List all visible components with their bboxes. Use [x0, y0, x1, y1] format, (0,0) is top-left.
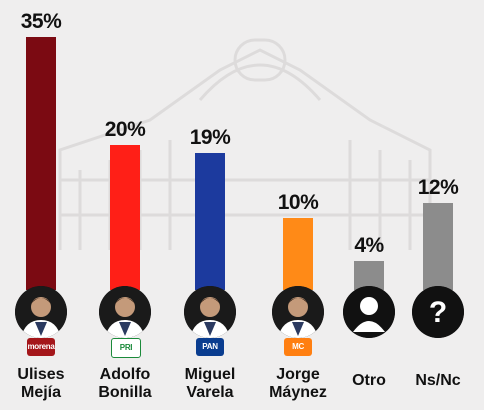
bar-4	[354, 261, 384, 290]
category-label-1: Adolfo Bonilla	[98, 366, 152, 401]
question-mark-icon: ?	[412, 286, 464, 338]
category-label-5: Ns/Nc	[415, 372, 461, 389]
bar-5	[423, 203, 453, 290]
category-label-4: Otro	[352, 372, 386, 389]
category-label-2: Miguel Varela	[184, 366, 236, 401]
person-photo-icon	[15, 286, 67, 338]
party-logo-icon-0: morena	[27, 338, 55, 356]
person-photo-icon	[99, 286, 151, 338]
bar-3	[283, 217, 313, 290]
value-label-2: 19%	[189, 125, 231, 149]
bar-1	[110, 145, 140, 290]
bar-0	[26, 37, 56, 290]
party-logo-icon-2: PAN	[196, 338, 224, 356]
value-label-5: 12%	[417, 176, 459, 200]
value-label-1: 20%	[104, 118, 146, 142]
bar-2	[195, 152, 225, 290]
value-label-4: 4%	[354, 234, 384, 258]
category-label-3: Jorge Máynez	[269, 366, 327, 401]
party-logo-icon-3: MC	[284, 338, 312, 356]
party-logo-icon-1: PRI	[111, 338, 141, 358]
svg-text:?: ?	[429, 296, 447, 329]
value-label-0: 35%	[20, 10, 62, 33]
person-photo-icon	[272, 286, 324, 338]
person-silhouette-icon	[343, 286, 395, 338]
person-photo-icon	[184, 286, 236, 338]
category-label-0: Ulises Mejía	[17, 366, 65, 401]
value-label-3: 10%	[277, 190, 319, 214]
